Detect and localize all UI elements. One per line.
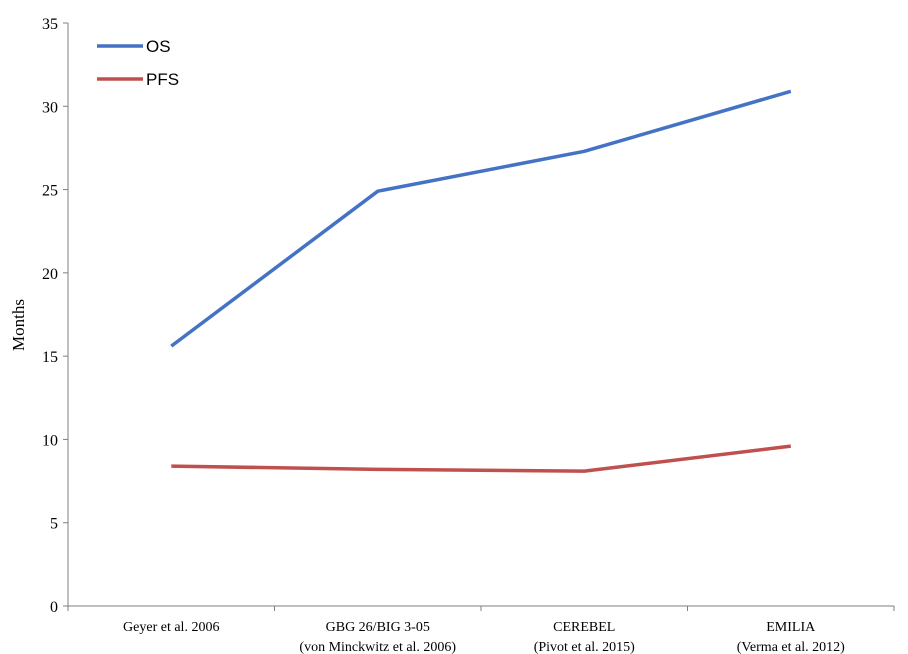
- y-tick-label: 10: [42, 432, 58, 449]
- y-tick-label: 5: [50, 516, 58, 533]
- series-lines: [170, 89, 792, 473]
- legend-label-pfs: PFS: [146, 70, 179, 89]
- y-tick-label: 30: [42, 99, 58, 116]
- y-tick-label: 25: [42, 183, 58, 200]
- legend-label-os: OS: [146, 37, 171, 56]
- axes: 0 5 10 15 20 25 30 35: [42, 16, 895, 616]
- y-tick-label: 0: [50, 599, 58, 616]
- series-line-os: [170, 89, 792, 348]
- x-axis-labels: Geyer et al. 2006 GBG 26/BIG 3-05 (von Min…: [123, 620, 845, 654]
- y-tick-label: 20: [42, 266, 58, 283]
- x-tick-label: (Verma et al. 2012): [737, 640, 845, 654]
- x-tick-label: Geyer et al. 2006: [123, 620, 219, 635]
- x-tick-label: EMILIA: [766, 620, 816, 635]
- x-tick-label: (Pivot et al. 2015): [534, 640, 635, 654]
- x-tick-label: GBG 26/BIG 3-05: [326, 620, 430, 635]
- x-tick-label: CEREBEL: [553, 620, 615, 635]
- series-line-pfs: [171, 444, 792, 473]
- x-tick-label: (von Minckwitz et al. 2006): [299, 640, 456, 654]
- y-tick-label: 15: [42, 349, 58, 366]
- y-axis-title: Months: [9, 299, 28, 351]
- legend: OS PFS: [97, 37, 179, 89]
- y-tick-label: 35: [42, 16, 58, 33]
